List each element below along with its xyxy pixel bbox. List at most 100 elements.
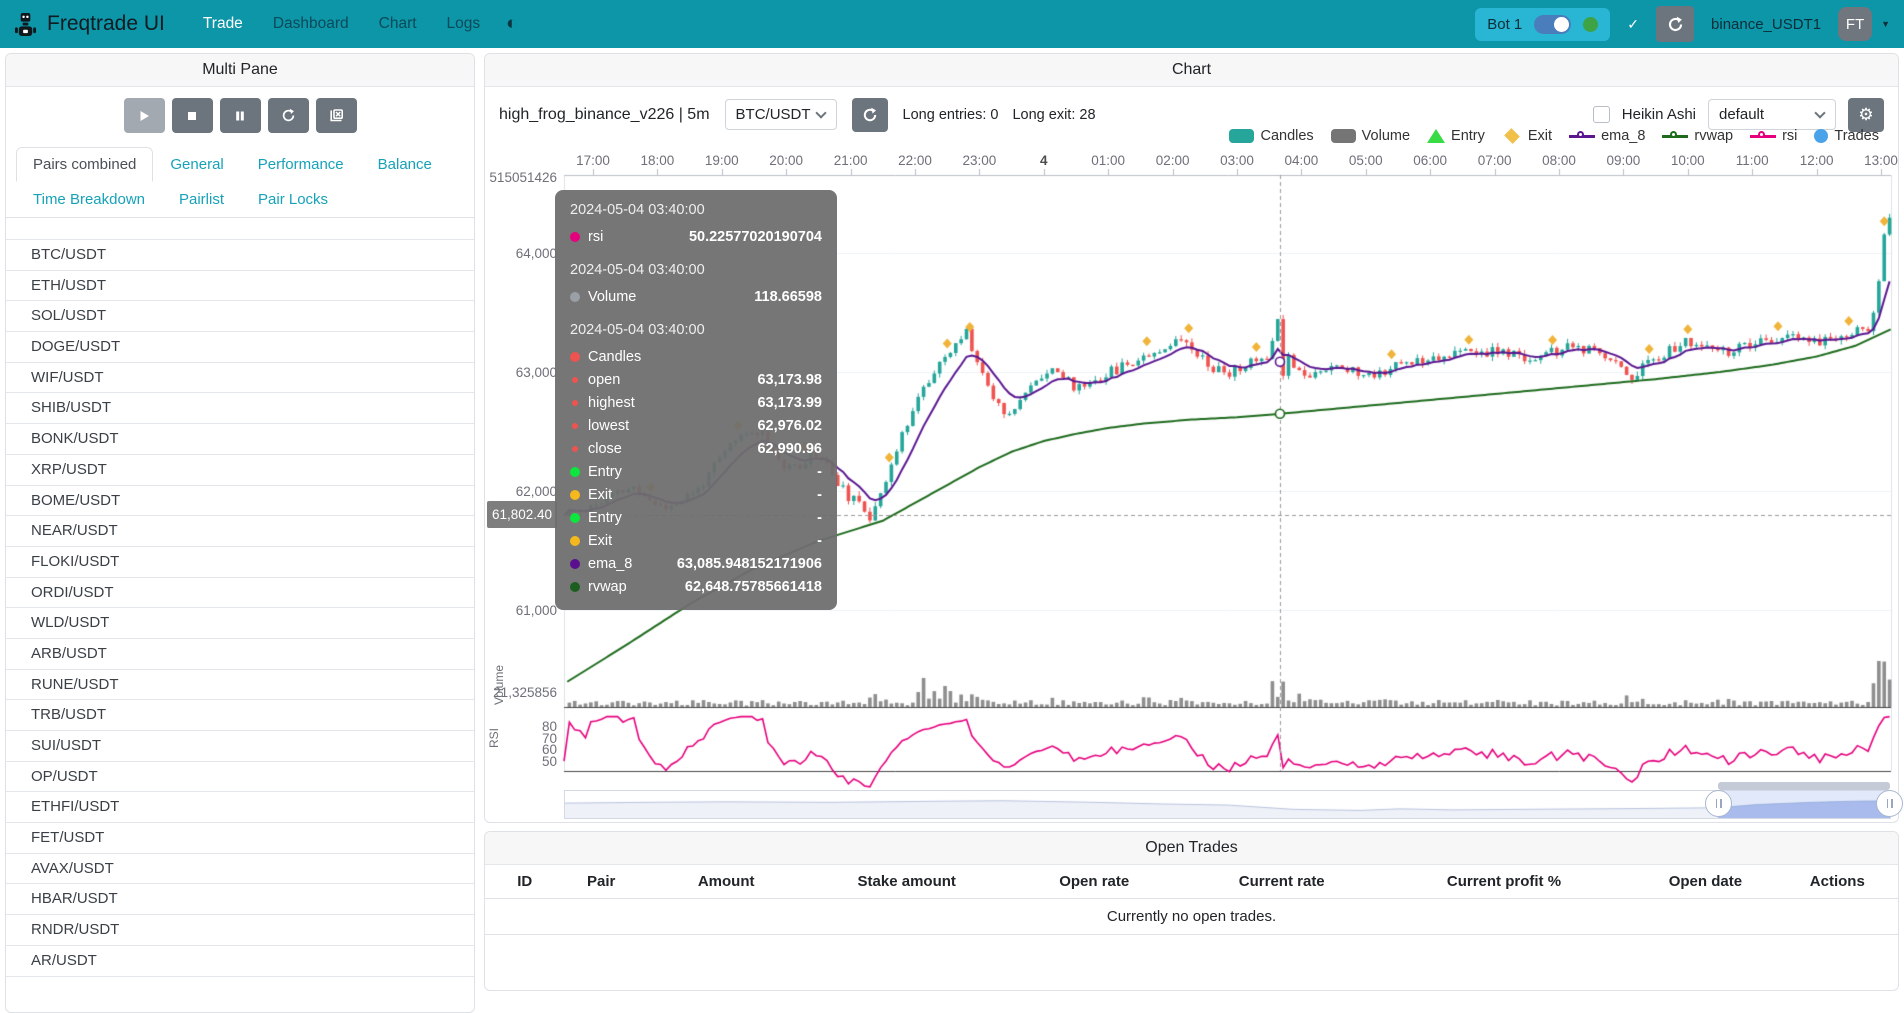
bot-label: Bot 1 bbox=[1487, 16, 1522, 33]
x-axis-tick: 4 bbox=[1017, 153, 1071, 168]
datazoom-preview bbox=[565, 791, 1890, 818]
pair-row[interactable]: TRB/USDT bbox=[6, 700, 474, 731]
column-header-Amount[interactable]: Amount bbox=[650, 873, 803, 890]
chart-area: 17:0018:0019:0020:0021:0022:0023:00401:0… bbox=[485, 54, 1900, 824]
x-axis-tick: 18:00 bbox=[630, 153, 684, 168]
brand[interactable]: Freqtrade UI bbox=[14, 11, 165, 38]
reload-config-button[interactable] bbox=[268, 98, 309, 133]
x-axis-tick: 03:00 bbox=[1210, 153, 1264, 168]
datazoom-slider[interactable] bbox=[564, 790, 1891, 819]
pair-row[interactable]: RNDR/USDT bbox=[6, 915, 474, 946]
pair-row[interactable]: RUNE/USDT bbox=[6, 670, 474, 701]
column-header-Stake amount[interactable]: Stake amount bbox=[803, 873, 1011, 890]
nav-item-trade[interactable]: Trade bbox=[203, 15, 243, 33]
tab-general[interactable]: General bbox=[153, 147, 240, 182]
multi-pane-panel: Multi Pane Pairs combined General Perfor… bbox=[5, 53, 475, 1013]
price-axis-tick: 64,000 bbox=[485, 246, 557, 261]
tab-time-breakdown[interactable]: Time Breakdown bbox=[16, 182, 162, 217]
pair-row[interactable]: FET/USDT bbox=[6, 823, 474, 854]
nav-item-logs[interactable]: Logs bbox=[447, 15, 481, 33]
open-trades-panel: Open Trades IDPairAmountStake amountOpen… bbox=[484, 831, 1899, 991]
brand-title: Freqtrade UI bbox=[47, 12, 165, 36]
column-header-Current profit %[interactable]: Current profit % bbox=[1386, 873, 1622, 890]
datazoom-right-handle[interactable] bbox=[1876, 790, 1903, 817]
column-header-ID[interactable]: ID bbox=[497, 873, 553, 890]
x-axis-tick: 20:00 bbox=[759, 153, 813, 168]
pair-row[interactable]: NEAR/USDT bbox=[6, 516, 474, 547]
tab-pair-locks[interactable]: Pair Locks bbox=[241, 182, 345, 217]
pair-row[interactable]: ETHFI/USDT bbox=[6, 792, 474, 823]
nav-item-dashboard[interactable]: Dashboard bbox=[273, 15, 349, 33]
column-header-Current rate[interactable]: Current rate bbox=[1178, 873, 1386, 890]
bot-toggle[interactable] bbox=[1534, 15, 1571, 34]
pair-row[interactable]: BONK/USDT bbox=[6, 424, 474, 455]
x-axis-tick: 19:00 bbox=[695, 153, 749, 168]
column-header-Pair[interactable]: Pair bbox=[553, 873, 650, 890]
price-axis-pointer-badge: 61,802.40 bbox=[487, 501, 557, 528]
x-axis-tick: 23:00 bbox=[952, 153, 1006, 168]
user-avatar[interactable]: FT bbox=[1838, 7, 1872, 41]
bot-controls bbox=[6, 87, 474, 143]
pair-list: BTC/USDTETH/USDTSOL/USDTDOGE/USDTWIF/USD… bbox=[6, 239, 474, 977]
pair-row[interactable]: BOME/USDT bbox=[6, 486, 474, 517]
price-axis-tick: 515051426 bbox=[485, 170, 557, 185]
pair-row[interactable]: AR/USDT bbox=[6, 946, 474, 977]
rsi-axis-title: RSI bbox=[487, 703, 501, 773]
pair-row[interactable]: WLD/USDT bbox=[6, 608, 474, 639]
pair-row[interactable]: ORDI/USDT bbox=[6, 578, 474, 609]
x-axis-tick: 13:00 bbox=[1854, 153, 1904, 168]
open-trades-empty-message: Currently no open trades. bbox=[485, 899, 1898, 935]
column-header-Open rate[interactable]: Open rate bbox=[1011, 873, 1178, 890]
x-axis-tick: 04:00 bbox=[1274, 153, 1328, 168]
bot-toggle-knob bbox=[1554, 17, 1569, 32]
nav-item-chart[interactable]: Chart bbox=[379, 15, 417, 33]
clear-chart-button[interactable] bbox=[316, 98, 357, 133]
pause-button[interactable] bbox=[220, 98, 261, 133]
pair-row[interactable]: BTC/USDT bbox=[6, 240, 474, 271]
pair-row[interactable]: AVAX/USDT bbox=[6, 854, 474, 885]
pair-row[interactable]: HBAR/USDT bbox=[6, 884, 474, 915]
chart-panel: Chart high_frog_binance_v226 | 5m BTC/US… bbox=[484, 53, 1899, 823]
pair-row[interactable]: SOL/USDT bbox=[6, 301, 474, 332]
reload-bot-button[interactable] bbox=[1656, 6, 1694, 42]
pair-row[interactable]: ETH/USDT bbox=[6, 271, 474, 302]
price-axis-tick: 63,000 bbox=[485, 365, 557, 380]
x-axis-tick: 21:00 bbox=[824, 153, 878, 168]
pair-row[interactable]: XRP/USDT bbox=[6, 455, 474, 486]
stop-button[interactable] bbox=[172, 98, 213, 133]
x-axis-tick: 09:00 bbox=[1596, 153, 1650, 168]
user-menu-caret-icon[interactable]: ▼ bbox=[1881, 19, 1890, 29]
pair-row[interactable]: WIF/USDT bbox=[6, 363, 474, 394]
pair-row[interactable]: FLOKI/USDT bbox=[6, 547, 474, 578]
tab-pairs-combined[interactable]: Pairs combined bbox=[16, 147, 153, 182]
tab-performance[interactable]: Performance bbox=[241, 147, 361, 182]
column-header-Open date[interactable]: Open date bbox=[1622, 873, 1789, 890]
pair-row[interactable]: DOGE/USDT bbox=[6, 332, 474, 363]
price-chart-canvas[interactable] bbox=[485, 150, 1900, 790]
pair-row[interactable]: SUI/USDT bbox=[6, 731, 474, 762]
x-axis-tick: 02:00 bbox=[1146, 153, 1200, 168]
column-header-Actions[interactable]: Actions bbox=[1789, 873, 1886, 890]
datazoom-selected-range[interactable] bbox=[1718, 791, 1890, 818]
x-axis-tick: 07:00 bbox=[1468, 153, 1522, 168]
tab-pairlist[interactable]: Pairlist bbox=[162, 182, 241, 217]
open-trades-header: Open Trades bbox=[485, 832, 1898, 865]
bot-selector[interactable]: Bot 1 bbox=[1475, 8, 1610, 41]
navbar-right: Bot 1 ✓ binance_USDT1 FT ▼ bbox=[1475, 6, 1890, 42]
tab-balance[interactable]: Balance bbox=[361, 147, 449, 182]
x-axis-tick: 17:00 bbox=[566, 153, 620, 168]
price-axis-tick: 61,000 bbox=[485, 603, 557, 618]
datazoom-left-handle[interactable] bbox=[1705, 790, 1732, 817]
pair-row[interactable]: ARB/USDT bbox=[6, 639, 474, 670]
pair-row[interactable]: OP/USDT bbox=[6, 762, 474, 793]
bot-online-dot bbox=[1583, 17, 1598, 32]
start-button[interactable] bbox=[124, 98, 165, 133]
open-trades-table-header: IDPairAmountStake amountOpen rateCurrent… bbox=[485, 865, 1898, 899]
datazoom-grab-bar[interactable] bbox=[1718, 782, 1890, 790]
x-axis-tick: 11:00 bbox=[1725, 153, 1779, 168]
nav-links: Trade Dashboard Chart Logs bbox=[203, 15, 480, 33]
theme-toggle-icon[interactable]: ◐ bbox=[506, 13, 517, 35]
x-axis-tick: 12:00 bbox=[1790, 153, 1844, 168]
pair-row[interactable]: SHIB/USDT bbox=[6, 393, 474, 424]
multi-pane-header: Multi Pane bbox=[6, 54, 474, 87]
